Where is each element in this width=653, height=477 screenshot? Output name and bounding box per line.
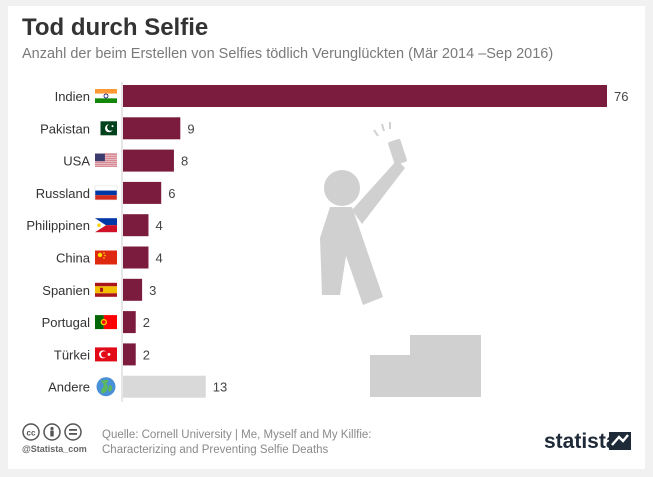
category-label: Portugal (42, 315, 91, 330)
bar-9 (123, 343, 136, 366)
category-label: Russland (36, 186, 90, 201)
source-note: Quelle: Cornell University | Me, Myself … (102, 428, 372, 458)
statista-logo: statista (544, 430, 618, 453)
category-label: Türkei (54, 347, 90, 362)
bar-6 (123, 246, 149, 269)
data-label: 9 (187, 121, 194, 136)
category-label: Indien (55, 89, 90, 104)
russia-flag-icon (94, 185, 118, 201)
chart-subtitle: Anzahl der beim Erstellen von Selfies tö… (22, 46, 554, 62)
data-label: 13 (213, 380, 227, 395)
turkey-flag-icon (95, 347, 117, 362)
category-label: Pakistan (40, 121, 90, 136)
portugal-flag-icon (95, 315, 117, 330)
statista-handle: @Statista_com (22, 444, 87, 454)
category-label: Philippinen (26, 218, 90, 233)
bar-8 (123, 311, 136, 334)
data-label: 2 (143, 347, 150, 362)
source-line-2: Characterizing and Preventing Selfie Dea… (102, 444, 329, 456)
license-icons: cc (22, 423, 92, 448)
bar-4 (123, 181, 162, 204)
by-icon (43, 423, 61, 441)
cc-icon: cc (22, 423, 40, 441)
source-line-1: Quelle: Cornell University | Me, Myself … (102, 429, 372, 441)
bar-7 (123, 278, 143, 301)
data-label: 76 (614, 89, 628, 104)
philippines-flag-icon (95, 218, 117, 233)
india-flag-icon (95, 89, 117, 103)
selfie-falling-person-icon (320, 122, 481, 397)
bar-3 (123, 149, 174, 172)
globe-icon (96, 377, 116, 397)
statista-logo-icon (609, 432, 631, 450)
pakistan-flag-icon (95, 121, 117, 136)
category-label: China (56, 251, 91, 266)
china-flag-icon (95, 250, 117, 265)
data-label: 3 (149, 283, 156, 298)
spain-flag-icon (95, 282, 117, 297)
bar-1 (123, 85, 607, 107)
chart-title: Tod durch Selfie (22, 14, 209, 41)
bar-2 (123, 117, 181, 140)
svg-text:cc: cc (27, 429, 36, 438)
category-label: Andere (48, 380, 90, 395)
data-label: 4 (155, 218, 162, 233)
bar-10 (123, 375, 206, 398)
usa-flag-icon (95, 153, 117, 168)
data-label: 2 (143, 315, 150, 330)
bar-5 (123, 214, 149, 237)
data-label: 4 (155, 251, 162, 266)
category-label: USA (63, 154, 90, 169)
data-label: 8 (181, 154, 188, 169)
nd-icon (64, 423, 82, 441)
data-label: 6 (168, 186, 175, 201)
category-label: Spanien (42, 283, 90, 298)
